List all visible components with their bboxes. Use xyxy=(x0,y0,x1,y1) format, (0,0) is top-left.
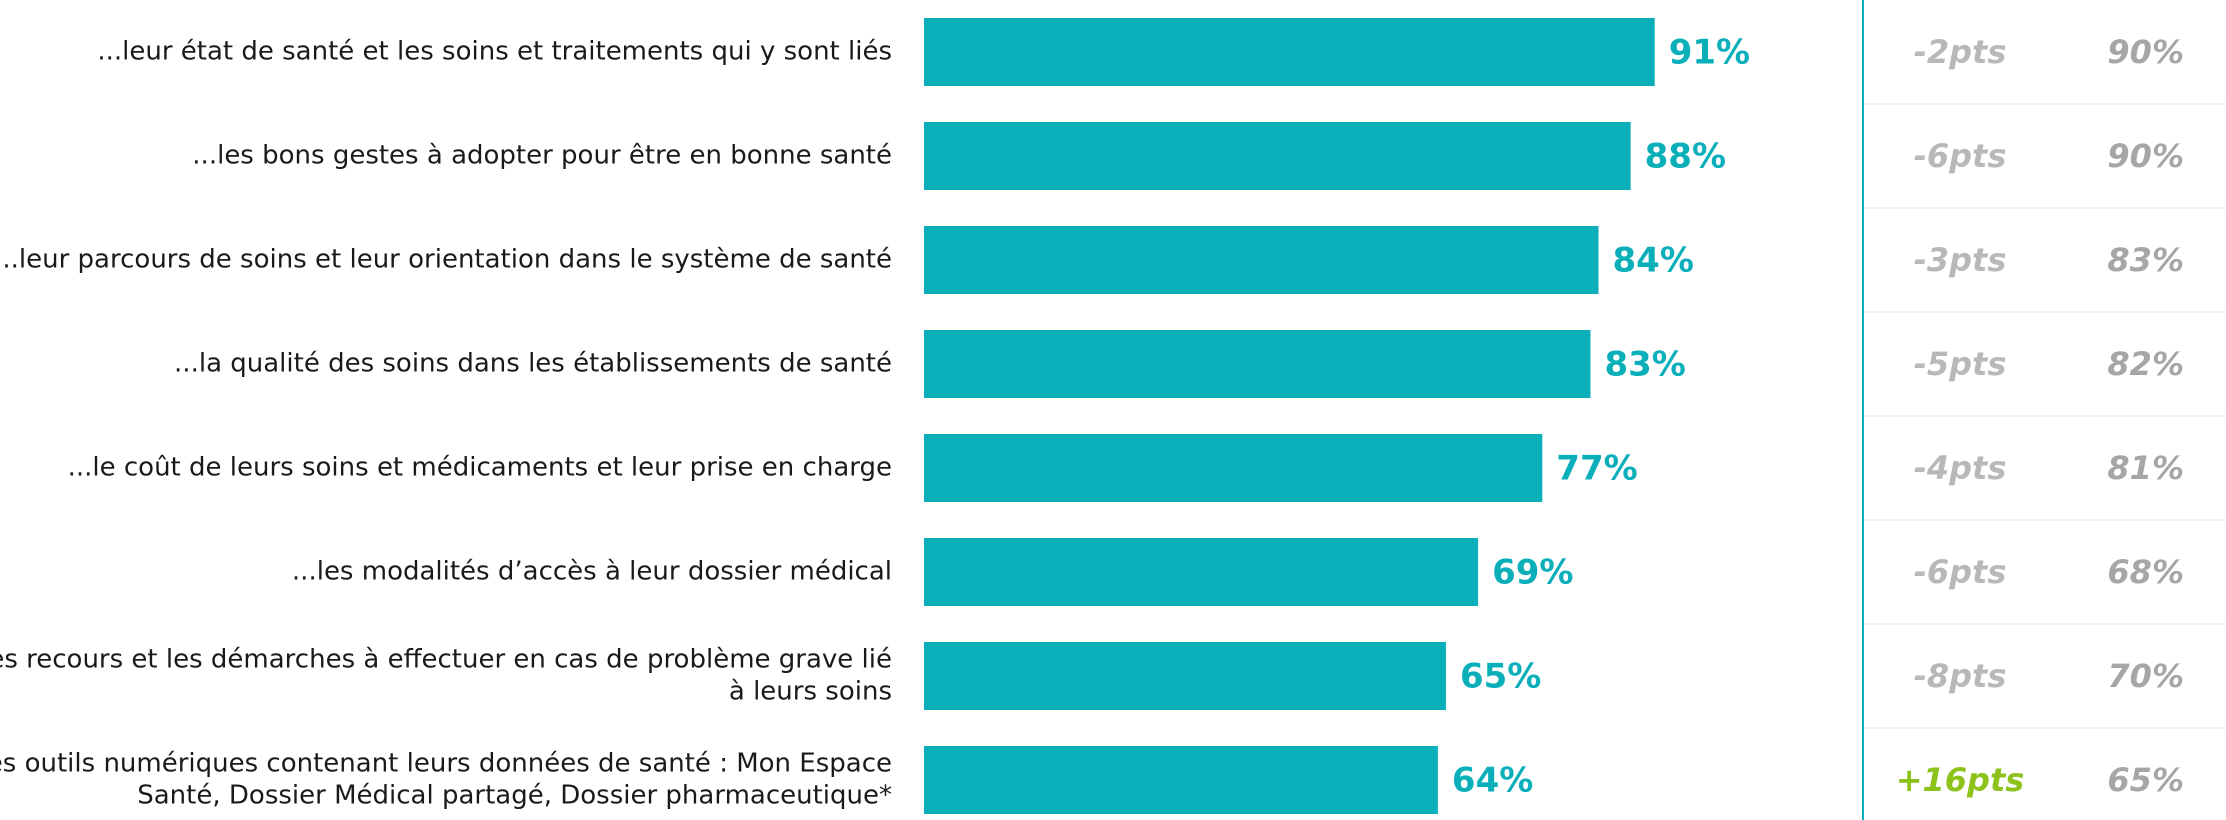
bar xyxy=(924,746,1438,814)
previous-value: 82% xyxy=(2107,345,2184,383)
bar xyxy=(924,642,1446,710)
category-label: ...les modalités d’accès à leur dossier … xyxy=(292,557,892,587)
bar xyxy=(924,226,1599,294)
value-label: 65% xyxy=(1460,657,1541,697)
category-label: ...les outils numériques contenant leurs… xyxy=(0,749,892,779)
previous-value: 65% xyxy=(2107,761,2184,799)
value-label: 83% xyxy=(1604,345,1685,385)
value-label: 88% xyxy=(1645,137,1726,177)
evolution-label: -3pts xyxy=(1914,241,2007,279)
evolution-label: -4pts xyxy=(1914,449,2007,487)
previous-value: 90% xyxy=(2107,33,2184,71)
value-label: 91% xyxy=(1669,33,1750,73)
evolution-label: -6pts xyxy=(1914,137,2007,175)
previous-value: 68% xyxy=(2107,553,2184,591)
category-label: ...le coût de leurs soins et médicaments… xyxy=(68,453,892,483)
category-label: ...les bons gestes à adopter pour être e… xyxy=(192,141,892,171)
bar xyxy=(924,18,1655,86)
bar xyxy=(924,434,1543,502)
bar xyxy=(924,538,1479,606)
value-label: 64% xyxy=(1452,761,1533,801)
evolution-label: -6pts xyxy=(1914,553,2007,591)
bar xyxy=(924,330,1591,398)
previous-value: 90% xyxy=(2107,137,2184,175)
value-label: 77% xyxy=(1556,449,1637,489)
category-label: ...la qualité des soins dans les établis… xyxy=(174,349,892,379)
category-label: ...leur état de santé et les soins et tr… xyxy=(97,37,892,67)
previous-value: 81% xyxy=(2107,449,2184,487)
evolution-label: -5pts xyxy=(1914,345,2007,383)
evolution-label: +16pts xyxy=(1896,761,2025,799)
category-label: ...leur parcours de soins et leur orient… xyxy=(0,245,892,275)
category-label: ...les recours et les démarches à effect… xyxy=(0,645,892,675)
evolution-label: -2pts xyxy=(1914,33,2007,71)
value-label: 69% xyxy=(1492,553,1573,593)
bar xyxy=(924,122,1631,190)
previous-value: 83% xyxy=(2107,241,2184,279)
category-label: à leurs soins xyxy=(729,677,892,707)
previous-value: 70% xyxy=(2107,657,2184,695)
value-label: 84% xyxy=(1613,241,1694,281)
evolution-label: -8pts xyxy=(1914,657,2007,695)
category-label: Santé, Dossier Médical partagé, Dossier … xyxy=(137,781,892,811)
